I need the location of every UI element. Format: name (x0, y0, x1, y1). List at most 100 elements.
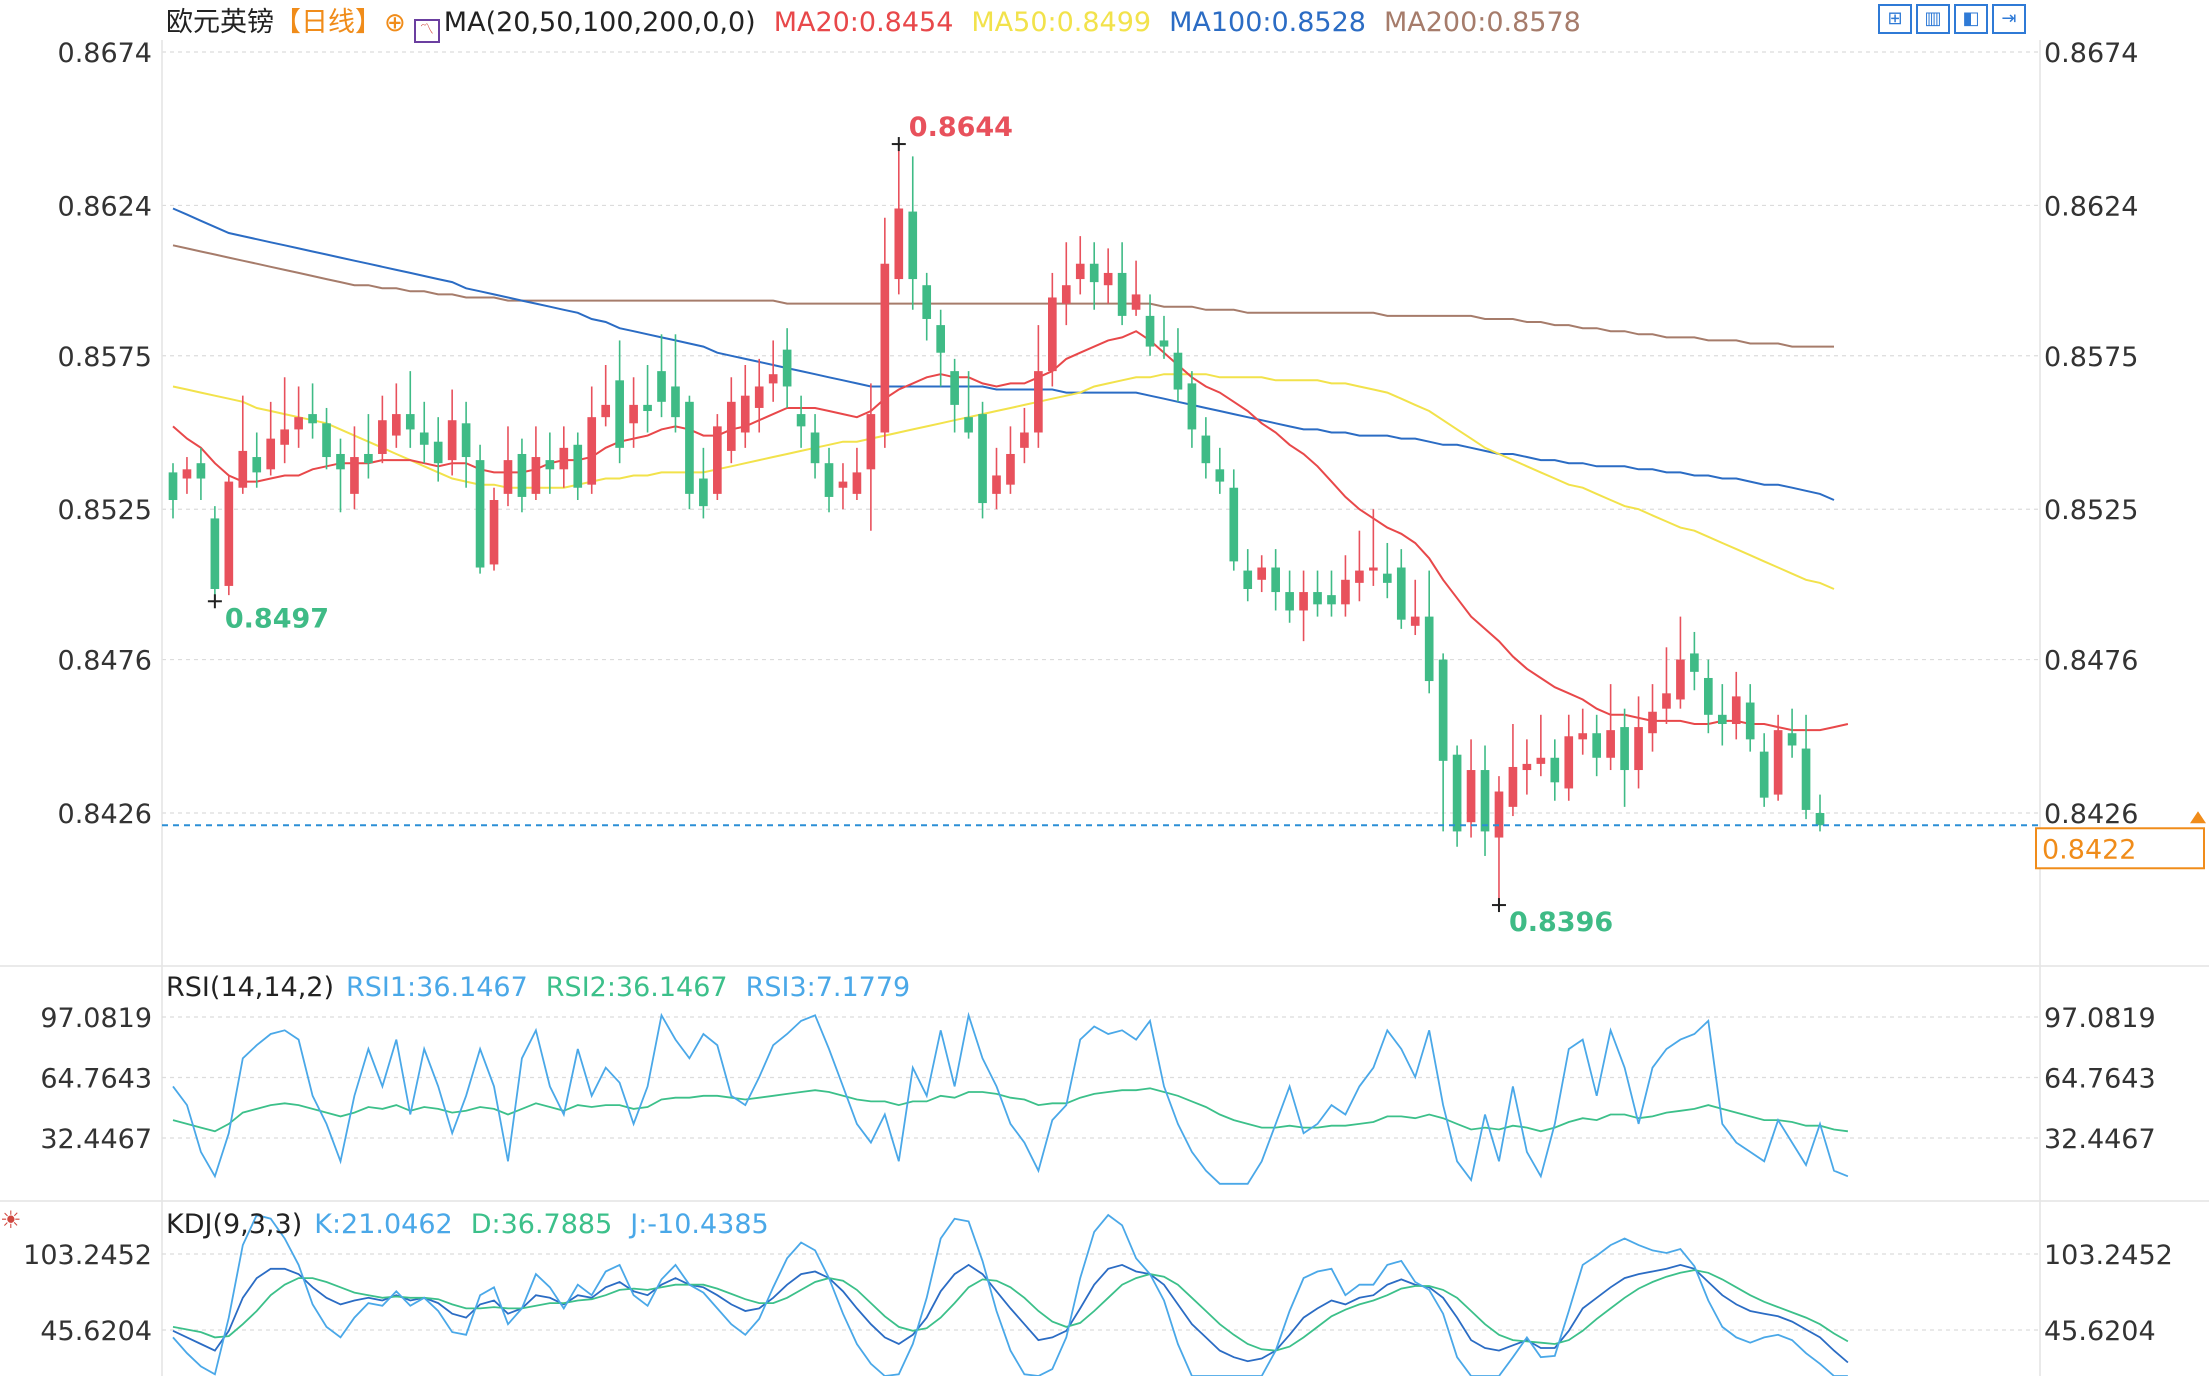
candle-body (601, 404, 611, 418)
kdj-j-line (172, 1213, 1848, 1376)
ma200-value: MA200:0.8578 (1383, 7, 1581, 38)
price-up-arrow-icon (2190, 811, 2206, 824)
candle-body (936, 325, 945, 353)
candle-body (713, 426, 722, 494)
candle-body (1606, 730, 1615, 758)
candle-body (894, 208, 904, 280)
candle-body (1773, 730, 1783, 795)
candle-body (531, 457, 541, 494)
candle-body (1257, 567, 1267, 580)
candle-body (1243, 570, 1253, 589)
candles (168, 144, 1825, 906)
kdj-axis-label-right: 103.2452 (2044, 1240, 2173, 1271)
candle-body (866, 414, 876, 470)
candle-body (1396, 567, 1406, 620)
candle-body (1215, 469, 1225, 482)
candle-body (545, 460, 555, 470)
j-value: J:-10.4385 (630, 1209, 769, 1240)
candle-body (1424, 616, 1434, 682)
ma100-line (172, 207, 1835, 501)
annotations: 0.8644 0.8396 0.8497 0.8422 (162, 112, 2206, 938)
rsi-axis-label-left: 97.0819 (40, 1003, 152, 1034)
rsi-panel: 97.0819 97.0819 64.7643 64.7643 32.4467 32.44… (40, 1003, 2156, 1185)
candle-body (1006, 453, 1015, 485)
k-value: K:21.0462 (314, 1209, 453, 1240)
price-axis-label-right: 0.8674 (2044, 38, 2138, 69)
candle-body (517, 453, 527, 497)
candle-body (1131, 294, 1141, 310)
candle-body (880, 263, 890, 433)
candle-body (754, 386, 764, 408)
candle-body (768, 374, 778, 384)
grid-icon[interactable]: ⊞ (1878, 4, 1912, 34)
candle-body (1704, 677, 1713, 715)
rsi-axis-label-right: 32.4467 (2044, 1124, 2156, 1155)
candle-body (168, 472, 178, 501)
ma50-value: MA50:0.8499 (971, 7, 1152, 38)
line-icon[interactable]: ◧ (1954, 4, 1988, 34)
candle-body (419, 432, 429, 445)
d-value: D:36.7885 (470, 1209, 613, 1240)
extreme-label: 0.8396 (1509, 907, 1613, 938)
candle-body (1717, 714, 1727, 725)
rsi-axis-label-left: 64.7643 (40, 1064, 152, 1095)
candle-body (1759, 751, 1769, 798)
candle-body (1173, 352, 1183, 390)
kdj-axis-label-right: 45.6204 (2044, 1316, 2156, 1347)
rsi-rsi1-line (172, 1011, 1849, 1185)
candle-body (475, 460, 485, 568)
candle-body (1187, 383, 1197, 430)
candle-body (350, 457, 359, 494)
price-axis-label-right: 0.8426 (2044, 799, 2138, 830)
ma-params: MA(20,50,100,200,0,0) (443, 7, 756, 38)
candle-body (922, 285, 932, 319)
period-label[interactable]: 【日线】 (274, 7, 382, 38)
candle-body (1466, 770, 1476, 823)
candle-body (740, 395, 750, 433)
ma-indicator-icon[interactable]: 〽 (413, 19, 440, 43)
candle-body (1327, 595, 1336, 605)
candle-body (1285, 592, 1294, 611)
grid-layer: 0.8674 0.8674 0.8624 0.8624 0.8575 0.8575 0.85… (0, 38, 2209, 1376)
candle-body (1313, 592, 1322, 605)
candle-body (1508, 766, 1518, 807)
candle-body (726, 401, 736, 451)
price-axis-label-left: 0.8674 (58, 38, 152, 69)
candle-body (1341, 579, 1350, 605)
rsi1-value: RSI1:36.1467 (346, 972, 528, 1003)
price-axis-label-left: 0.8525 (58, 495, 152, 526)
candle-body (1494, 791, 1504, 838)
candle-body (964, 417, 973, 433)
export-icon[interactable]: ⇥ (1992, 4, 2026, 34)
candle-body (238, 450, 248, 488)
candle-body (1117, 272, 1127, 316)
sun-icon[interactable]: ☀ (0, 1206, 22, 1234)
settings-icon[interactable]: ⊕ (384, 8, 406, 38)
kdj-header: KDJ(9,3,3) K:21.0462 D:36.7885 J:-10.4385 (166, 1208, 769, 1242)
candle-body (643, 404, 652, 412)
candle-body (1731, 696, 1741, 725)
candle-body (461, 423, 471, 458)
candle-body (1745, 702, 1755, 740)
header-bar: 欧元英镑【日线】⊕ 〽 MA(20,50,100,200,0,0) MA20:0.84… (166, 6, 1581, 43)
candle-body (308, 414, 317, 424)
candle-body (657, 371, 666, 402)
rsi-axis-label-right: 97.0819 (2044, 1003, 2156, 1034)
rsi3-value: RSI3:7.1779 (745, 972, 911, 1003)
candle-body (1522, 763, 1532, 771)
candle-body (294, 417, 303, 430)
candle-body (1201, 435, 1211, 464)
candle-body (1103, 272, 1113, 286)
candle-body (1382, 573, 1392, 583)
candle-body (810, 432, 820, 464)
candle-body (1787, 733, 1797, 746)
bar-icon[interactable]: ▥ (1916, 4, 1950, 34)
price-axis-label-right: 0.8575 (2044, 342, 2138, 373)
candle-body (1676, 659, 1685, 700)
price-axis-label-left: 0.8575 (58, 342, 152, 373)
price-axis-label-right: 0.8476 (2044, 646, 2138, 677)
candle-body (391, 414, 401, 436)
candle-body (1690, 653, 1699, 672)
extreme-label: 0.8497 (225, 603, 329, 634)
candle-body (699, 478, 708, 507)
